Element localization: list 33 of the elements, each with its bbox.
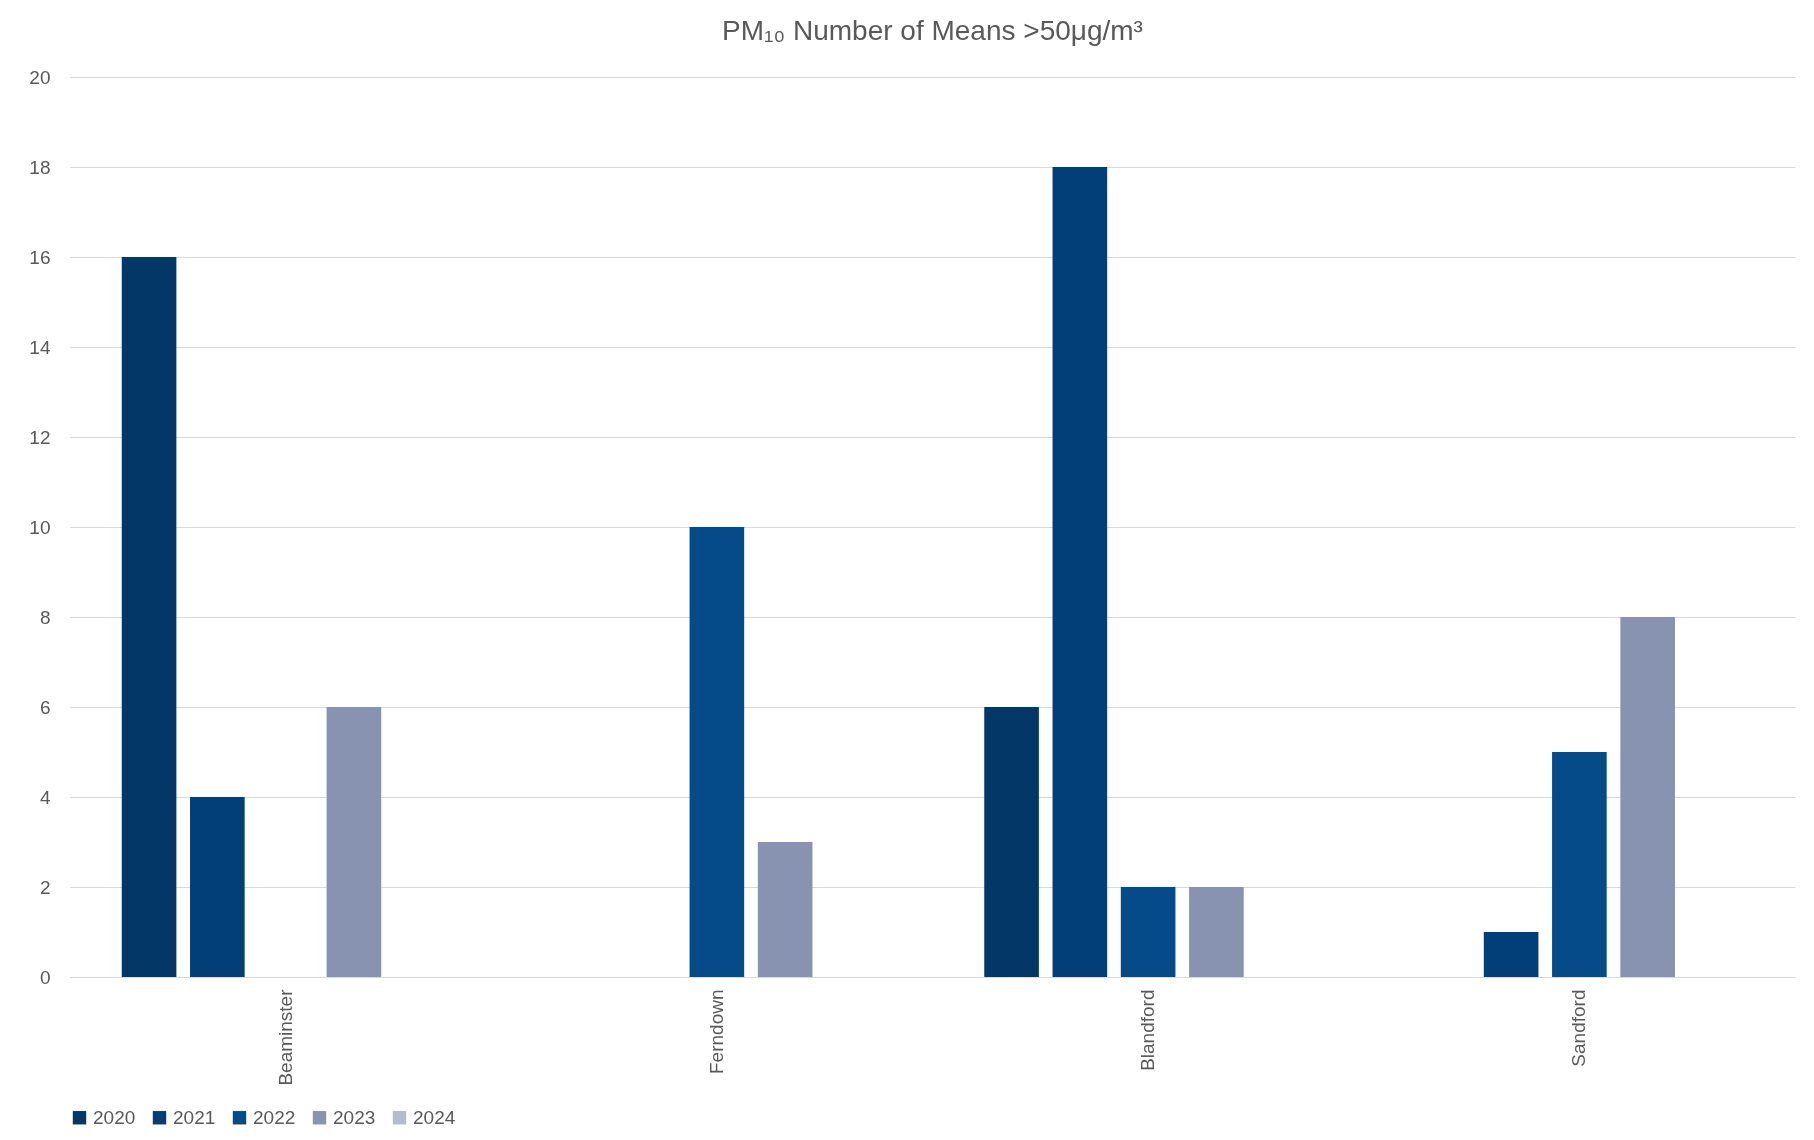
x-tick-label: Blandford xyxy=(1137,989,1159,1071)
y-tick-label: 16 xyxy=(29,246,51,268)
y-tick-label: 8 xyxy=(39,606,51,628)
bar xyxy=(1052,167,1108,977)
legend-label: 2023 xyxy=(333,1106,376,1128)
y-tick-label: 10 xyxy=(29,516,51,538)
x-tick-label: Ferndown xyxy=(705,989,727,1074)
chart-title: PM₁₀ Number of Means >50μg/m³ xyxy=(722,15,1143,46)
bar xyxy=(1620,617,1675,977)
y-tick-label: 2 xyxy=(39,876,51,898)
x-tick-label: Beaminster xyxy=(274,988,296,1086)
bar xyxy=(689,527,745,977)
x-tick-label: Sandford xyxy=(1568,989,1590,1067)
bar xyxy=(326,707,382,977)
y-tick-label: 12 xyxy=(29,426,51,448)
bar xyxy=(1552,752,1607,977)
legend-label: 2021 xyxy=(173,1106,216,1128)
bar xyxy=(1483,932,1539,977)
legend-label: 2022 xyxy=(253,1106,296,1128)
bar xyxy=(121,257,177,977)
bar xyxy=(757,842,813,977)
bar xyxy=(1120,887,1176,977)
y-tick-label: 4 xyxy=(39,786,51,808)
y-tick-label: 14 xyxy=(29,336,51,358)
bar xyxy=(1189,887,1244,977)
y-tick-label: 6 xyxy=(39,696,51,718)
legend-label: 2020 xyxy=(93,1106,136,1128)
y-tick-label: 20 xyxy=(29,66,51,88)
bar xyxy=(190,797,245,977)
bar xyxy=(984,707,1039,977)
y-tick-label: 0 xyxy=(39,966,51,988)
legend-label: 2024 xyxy=(413,1106,456,1128)
y-tick-label: 18 xyxy=(29,156,51,178)
